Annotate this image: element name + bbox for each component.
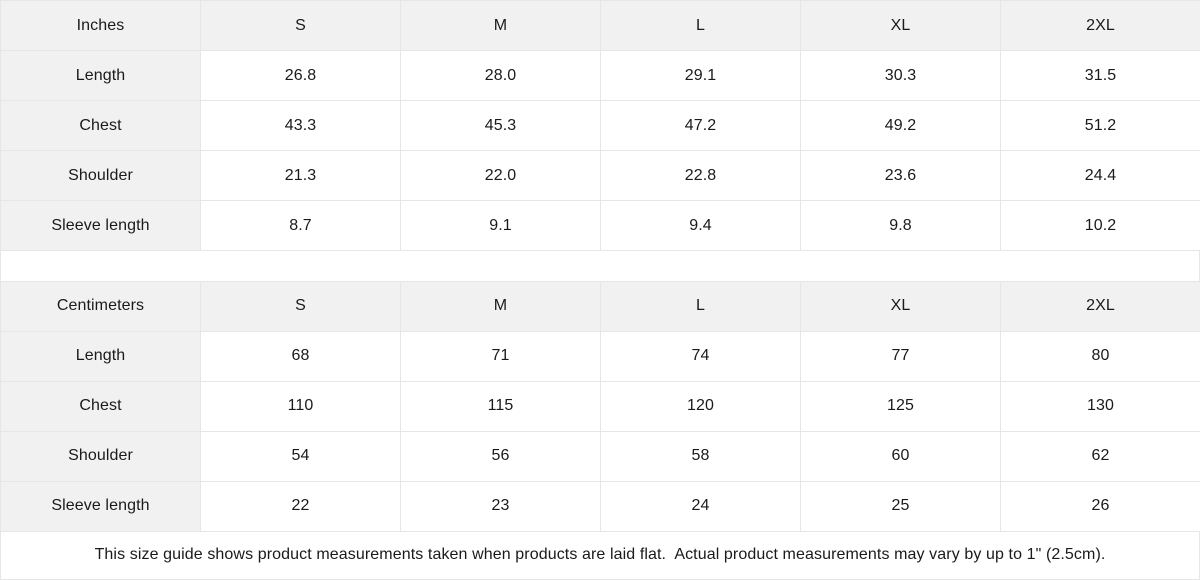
cell-shoulder-s: 54 — [200, 430, 401, 482]
row-label-shoulder: Shoulder — [0, 150, 201, 201]
row-label-sleeve-length: Sleeve length — [0, 480, 201, 532]
cell-sleeve-length-xl: 25 — [800, 480, 1001, 532]
table-row: Length 26.8 28.0 29.1 30.3 31.5 — [0, 50, 1200, 101]
table-row: Sleeve length 8.7 9.1 9.4 9.8 10.2 — [0, 200, 1200, 251]
cell-shoulder-m: 22.0 — [400, 150, 601, 201]
cell-length-xl: 30.3 — [800, 50, 1001, 101]
row-label-chest: Chest — [0, 380, 201, 432]
cell-sleeve-length-m: 23 — [400, 480, 601, 532]
column-header-s: S — [200, 280, 401, 332]
cell-sleeve-length-l: 9.4 — [600, 200, 801, 251]
cell-shoulder-2xl: 62 — [1000, 430, 1200, 482]
column-header-l: L — [600, 0, 801, 51]
size-guide-note-row: This size guide shows product measuremen… — [0, 531, 1200, 580]
cell-sleeve-length-xl: 9.8 — [800, 200, 1001, 251]
cell-length-m: 28.0 — [400, 50, 601, 101]
cell-shoulder-xl: 23.6 — [800, 150, 1001, 201]
cell-length-m: 71 — [400, 330, 601, 382]
row-label-length: Length — [0, 50, 201, 101]
column-header-xl: XL — [800, 280, 1001, 332]
column-header-l: L — [600, 280, 801, 332]
table-row: Length 68 71 74 77 80 — [0, 330, 1200, 382]
cell-shoulder-m: 56 — [400, 430, 601, 482]
row-label-sleeve-length: Sleeve length — [0, 200, 201, 251]
unit-header-inches: Inches — [0, 0, 201, 51]
table-row: Shoulder 54 56 58 60 62 — [0, 430, 1200, 482]
cell-length-s: 68 — [200, 330, 401, 382]
cell-sleeve-length-s: 8.7 — [200, 200, 401, 251]
row-label-length: Length — [0, 330, 201, 382]
cell-chest-xl: 49.2 — [800, 100, 1001, 151]
cell-chest-s: 43.3 — [200, 100, 401, 151]
cell-sleeve-length-l: 24 — [600, 480, 801, 532]
cell-length-xl: 77 — [800, 330, 1001, 382]
cell-chest-2xl: 51.2 — [1000, 100, 1200, 151]
column-header-xl: XL — [800, 0, 1001, 51]
cell-shoulder-2xl: 24.4 — [1000, 150, 1200, 201]
cell-sleeve-length-s: 22 — [200, 480, 401, 532]
cell-length-2xl: 31.5 — [1000, 50, 1200, 101]
cell-chest-s: 110 — [200, 380, 401, 432]
cell-chest-m: 45.3 — [400, 100, 601, 151]
column-header-2xl: 2XL — [1000, 280, 1200, 332]
table-row: Chest 110 115 120 125 130 — [0, 380, 1200, 432]
column-header-s: S — [200, 0, 401, 51]
size-table-inches: Inches S M L XL 2XL Length 26.8 28.0 29.… — [0, 0, 1200, 251]
cell-sleeve-length-2xl: 26 — [1000, 480, 1200, 532]
cell-length-s: 26.8 — [200, 50, 401, 101]
cell-shoulder-s: 21.3 — [200, 150, 401, 201]
cell-chest-2xl: 130 — [1000, 380, 1200, 432]
cell-length-l: 74 — [600, 330, 801, 382]
cell-length-2xl: 80 — [1000, 330, 1200, 382]
unit-header-centimeters: Centimeters — [0, 280, 201, 332]
cell-shoulder-xl: 60 — [800, 430, 1001, 482]
table-header-row: Centimeters S M L XL 2XL — [0, 280, 1200, 332]
cell-sleeve-length-2xl: 10.2 — [1000, 200, 1200, 251]
table-row: Chest 43.3 45.3 47.2 49.2 51.2 — [0, 100, 1200, 151]
cell-sleeve-length-m: 9.1 — [400, 200, 601, 251]
cell-chest-l: 120 — [600, 380, 801, 432]
cell-length-l: 29.1 — [600, 50, 801, 101]
column-header-2xl: 2XL — [1000, 0, 1200, 51]
size-table-centimeters: Centimeters S M L XL 2XL Length 68 71 74… — [0, 280, 1200, 532]
cell-chest-m: 115 — [400, 380, 601, 432]
cell-shoulder-l: 22.8 — [600, 150, 801, 201]
cell-chest-l: 47.2 — [600, 100, 801, 151]
table-spacer — [0, 251, 1200, 281]
column-header-m: M — [400, 0, 601, 51]
size-guide-note-text: This size guide shows product measuremen… — [94, 546, 1106, 564]
cell-chest-xl: 125 — [800, 380, 1001, 432]
table-row: Sleeve length 22 23 24 25 26 — [0, 480, 1200, 532]
column-header-m: M — [400, 280, 601, 332]
cell-shoulder-l: 58 — [600, 430, 801, 482]
table-header-row: Inches S M L XL 2XL — [0, 0, 1200, 51]
row-label-shoulder: Shoulder — [0, 430, 201, 482]
table-row: Shoulder 21.3 22.0 22.8 23.6 24.4 — [0, 150, 1200, 201]
row-label-chest: Chest — [0, 100, 201, 151]
